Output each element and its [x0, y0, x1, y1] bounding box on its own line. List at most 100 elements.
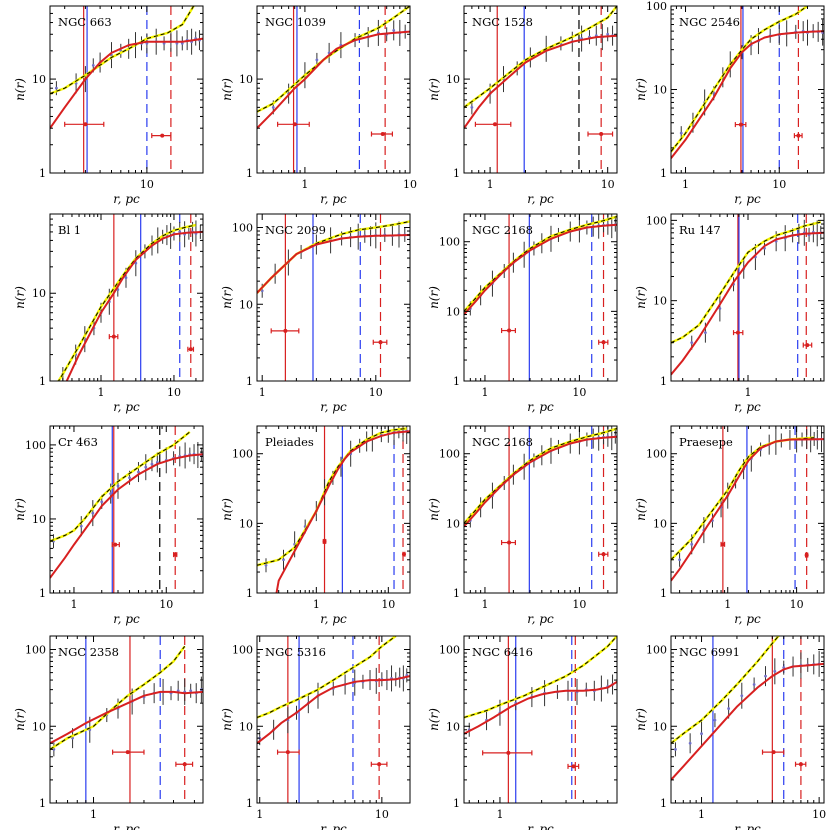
- density-line-dash: [50, 431, 191, 542]
- data-point: [260, 289, 264, 293]
- x-tick-label: 10: [812, 808, 826, 821]
- data-point: [690, 542, 694, 546]
- data-point: [740, 694, 744, 698]
- x-axis-label: r, pc: [320, 612, 347, 626]
- error-marker-point: [182, 762, 187, 767]
- data-point: [703, 331, 707, 335]
- panel-title: NGC 2168: [472, 435, 533, 449]
- panel-title: NGC 2168: [472, 223, 533, 237]
- density-line-dash: [257, 428, 407, 566]
- y-axis-label: n(r): [13, 708, 27, 731]
- y-tick-label: 100: [439, 644, 460, 657]
- x-tick-label: 10: [375, 808, 389, 821]
- y-tick-label: 10: [239, 517, 253, 530]
- x-axis-label: r, pc: [527, 400, 554, 414]
- y-axis-label: n(r): [13, 498, 27, 521]
- density-line-dash: [464, 428, 617, 524]
- data-point: [100, 500, 104, 504]
- density-line-dash: [50, 646, 186, 750]
- axes-frame: [670, 635, 825, 804]
- y-tick-label: 1: [660, 375, 667, 388]
- y-tick-label: 1: [39, 167, 46, 180]
- axes-frame: [670, 425, 825, 594]
- x-axis-label: r, pc: [113, 612, 140, 626]
- x-tick-label: 1: [70, 598, 77, 611]
- error-marker-point: [160, 133, 165, 138]
- x-tick-label: 10: [403, 178, 417, 191]
- density-line: [257, 427, 407, 567]
- panel-1: 1 10 1 10 NGC 1039 r, pc n(r): [220, 5, 417, 206]
- data-point: [91, 511, 95, 515]
- x-axis-label: r, pc: [527, 612, 554, 626]
- profile-line: [257, 675, 410, 745]
- x-tick-label: 10: [369, 386, 383, 399]
- y-tick-label: 10: [653, 295, 667, 308]
- x-axis-label: r, pc: [734, 192, 761, 206]
- data-point: [282, 558, 285, 562]
- data-point: [54, 86, 58, 90]
- x-tick-label: 10: [167, 386, 181, 399]
- y-tick-label: 100: [232, 222, 253, 235]
- axes-frame: [670, 5, 825, 174]
- profile-line: [671, 30, 824, 159]
- error-marker-point: [292, 122, 297, 127]
- data-point: [315, 58, 319, 62]
- density-line-dash: [464, 636, 617, 718]
- y-axis-label: n(r): [427, 286, 441, 309]
- plot-area: [464, 6, 617, 173]
- x-axis-label: r, pc: [734, 822, 761, 830]
- error-marker-point: [283, 328, 288, 333]
- axes-frame: [463, 213, 618, 382]
- data-point: [773, 669, 777, 673]
- error-marker-point: [796, 133, 801, 138]
- x-axis-label: r, pc: [734, 612, 761, 626]
- density-line-dash: [671, 437, 815, 561]
- profile-line: [464, 223, 617, 316]
- y-tick-label: 100: [646, 0, 667, 13]
- density-line: [671, 436, 815, 561]
- x-tick-label: 1: [487, 178, 494, 191]
- plot-area: [50, 6, 203, 173]
- error-marker-point: [492, 122, 497, 127]
- panel-4: 1 10 1 10 Bl 1 r, pc n(r): [13, 213, 204, 414]
- data-point: [137, 470, 140, 474]
- panel-7: 1 1 10 100 Ru 147 r, pc n(r): [634, 213, 825, 414]
- error-marker-point: [805, 343, 810, 348]
- plot-area: [257, 426, 410, 593]
- plot-area: [50, 636, 203, 803]
- panel-title: NGC 2358: [58, 645, 119, 659]
- y-tick-label: 1: [246, 587, 253, 600]
- data-point: [116, 484, 120, 488]
- y-axis-label: n(r): [13, 286, 27, 309]
- profile-line: [65, 230, 203, 381]
- data-point: [128, 476, 131, 480]
- x-tick-label: 1: [481, 598, 488, 611]
- axes-frame: [256, 5, 411, 174]
- y-tick-label: 10: [239, 298, 253, 311]
- error-marker-point: [738, 122, 743, 127]
- density-line-dash: [57, 224, 197, 381]
- y-axis-label: n(r): [634, 78, 648, 101]
- y-tick-label: 100: [646, 448, 667, 461]
- y-axis-label: n(r): [427, 78, 441, 101]
- plot-area: [464, 636, 617, 803]
- panel-title: NGC 1039: [265, 15, 326, 29]
- density-line-dash: [257, 6, 410, 113]
- y-axis-label: n(r): [220, 78, 234, 101]
- data-point: [91, 63, 95, 67]
- y-tick-label: 10: [32, 513, 46, 526]
- panel-15: 1 10 1 10 100 NGC 6991 r, pc n(r): [634, 635, 826, 830]
- y-tick-label: 10: [653, 517, 667, 530]
- data-point: [79, 524, 83, 528]
- error-marker-point: [378, 340, 383, 345]
- error-marker-point: [571, 764, 576, 769]
- y-tick-label: 100: [439, 448, 460, 461]
- panel-0: 10 1 10 NGC 663 r, pc n(r): [13, 5, 204, 206]
- y-tick-label: 100: [646, 214, 667, 227]
- y-tick-label: 1: [660, 587, 667, 600]
- y-tick-label: 10: [653, 84, 667, 97]
- plot-area: [671, 6, 824, 173]
- axes-frame: [256, 213, 411, 382]
- y-tick-label: 1: [660, 797, 667, 810]
